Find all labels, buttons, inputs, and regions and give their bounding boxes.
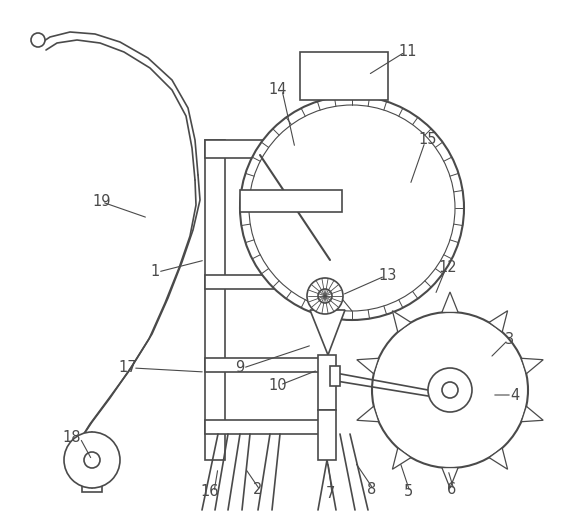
Text: 2: 2 — [253, 483, 263, 497]
Bar — [205, 420, 330, 434]
Bar — [318, 355, 336, 410]
Circle shape — [318, 289, 332, 303]
Text: 8: 8 — [367, 483, 377, 497]
Polygon shape — [489, 448, 507, 469]
Text: 19: 19 — [93, 194, 111, 210]
Text: 12: 12 — [439, 260, 457, 276]
Bar — [205, 358, 330, 372]
Text: 15: 15 — [419, 132, 437, 148]
Text: 6: 6 — [447, 483, 457, 497]
Polygon shape — [521, 358, 543, 374]
Circle shape — [442, 382, 458, 398]
Bar — [82, 482, 102, 492]
Circle shape — [64, 432, 120, 488]
Text: 7: 7 — [325, 486, 335, 502]
Circle shape — [428, 368, 472, 412]
Bar — [318, 410, 336, 460]
Text: 4: 4 — [510, 387, 519, 403]
Text: 16: 16 — [201, 484, 219, 500]
Bar — [240, 190, 342, 212]
Bar — [300, 52, 388, 100]
Circle shape — [307, 278, 343, 314]
Text: 17: 17 — [119, 360, 137, 376]
Circle shape — [240, 96, 464, 320]
Polygon shape — [442, 467, 458, 488]
Polygon shape — [442, 292, 458, 313]
Text: 11: 11 — [399, 44, 417, 60]
Polygon shape — [521, 406, 543, 422]
Text: 13: 13 — [379, 268, 397, 284]
Circle shape — [84, 452, 100, 468]
Polygon shape — [357, 406, 379, 422]
Text: 9: 9 — [235, 360, 245, 376]
Bar — [205, 275, 330, 289]
Polygon shape — [489, 311, 507, 332]
Text: 18: 18 — [63, 431, 82, 445]
Text: 3: 3 — [506, 333, 514, 347]
Polygon shape — [393, 448, 411, 469]
Text: 1: 1 — [150, 265, 160, 279]
Polygon shape — [310, 310, 345, 355]
Bar — [205, 140, 225, 460]
Bar — [205, 140, 330, 158]
Circle shape — [249, 105, 455, 311]
Text: 14: 14 — [269, 83, 287, 97]
Polygon shape — [393, 311, 411, 332]
Text: 10: 10 — [269, 377, 288, 393]
Polygon shape — [357, 358, 379, 374]
Circle shape — [31, 33, 45, 47]
Bar — [330, 366, 340, 386]
Circle shape — [372, 312, 528, 468]
Text: 5: 5 — [404, 484, 413, 500]
